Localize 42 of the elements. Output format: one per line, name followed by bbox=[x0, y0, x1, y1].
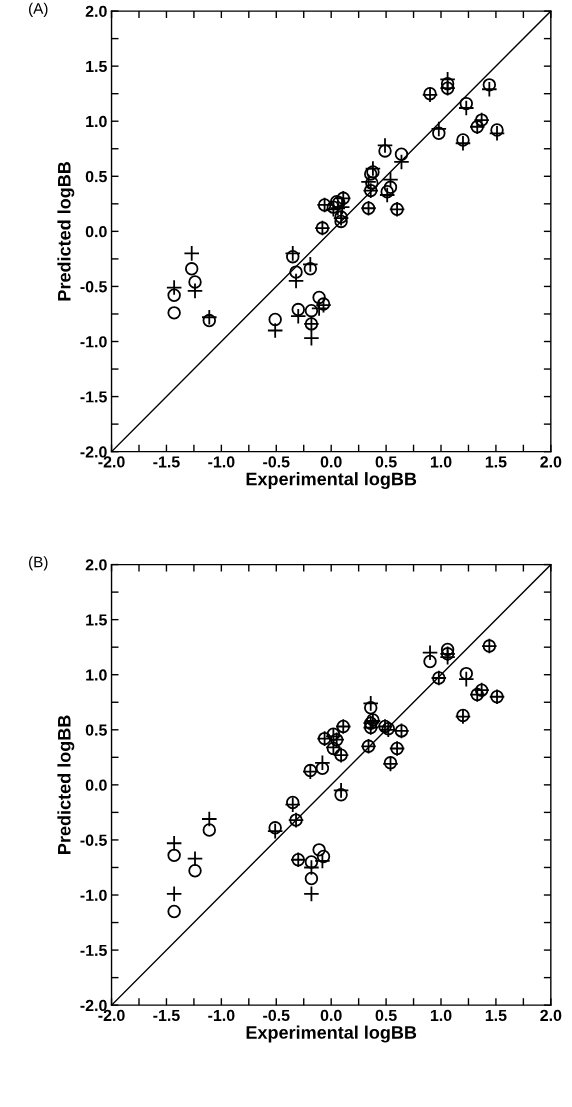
y-tick-label: 2.0 bbox=[85, 559, 107, 571]
x-tick-label: 1.5 bbox=[485, 1009, 507, 1022]
y-tick-label: -2.0 bbox=[80, 446, 107, 458]
x-tick-label: -0.5 bbox=[263, 1009, 290, 1022]
y-tick-label: -0.5 bbox=[80, 281, 107, 293]
y-tick-label: 0.0 bbox=[85, 779, 107, 791]
x-tick-label: -1.0 bbox=[208, 456, 235, 468]
x-tick-label: 0.5 bbox=[375, 1009, 397, 1022]
y-tick-label: -2.0 bbox=[80, 999, 107, 1012]
y-tick-label: 0.5 bbox=[85, 170, 107, 183]
chart-title: (B) bbox=[29, 556, 48, 571]
x-tick-label: 1.0 bbox=[430, 456, 452, 468]
y-tick-label: 0.0 bbox=[85, 226, 107, 238]
x-tick-label: -2.0 bbox=[98, 1009, 125, 1022]
x-axis-title: Experimental logBB bbox=[246, 472, 417, 490]
x-tick-label: -0.5 bbox=[263, 456, 290, 468]
x-tick-label: 2.0 bbox=[540, 1009, 562, 1022]
y-tick-label: -1.5 bbox=[80, 944, 107, 957]
x-tick-label: -1.5 bbox=[153, 456, 180, 468]
y-axis-title: Predicted logBB bbox=[57, 715, 75, 854]
y-tick-label: -0.5 bbox=[80, 834, 107, 846]
y-tick-label: 1.0 bbox=[86, 669, 107, 681]
y-tick-label: -1.0 bbox=[80, 336, 107, 348]
x-tick-label: -1.5 bbox=[153, 1009, 180, 1022]
x-tick-label: 1.0 bbox=[430, 1009, 452, 1022]
y-tick-label: 2.0 bbox=[85, 5, 107, 18]
x-tick-label: 2.0 bbox=[540, 456, 562, 468]
x-tick-label: -2.0 bbox=[98, 456, 125, 468]
x-tick-label: -1.0 bbox=[208, 1009, 235, 1022]
y-tick-label: -1.0 bbox=[80, 889, 107, 901]
x-tick-label: 0.5 bbox=[375, 456, 397, 468]
chart-title: (A) bbox=[29, 2, 48, 17]
x-tick-label: 1.5 bbox=[485, 456, 507, 468]
x-tick-label: 0.0 bbox=[320, 456, 342, 468]
y-axis-title: Predicted logBB bbox=[57, 161, 75, 301]
y-tick-label: 1.5 bbox=[86, 614, 107, 626]
y-tick-label: 0.5 bbox=[85, 724, 107, 736]
x-axis-title: Experimental logBB bbox=[246, 1025, 417, 1043]
y-tick-label: 1.0 bbox=[86, 115, 107, 128]
x-tick-label: 0.0 bbox=[320, 1009, 342, 1022]
y-tick-label: -1.5 bbox=[80, 391, 107, 403]
y-tick-label: 1.5 bbox=[86, 60, 107, 73]
